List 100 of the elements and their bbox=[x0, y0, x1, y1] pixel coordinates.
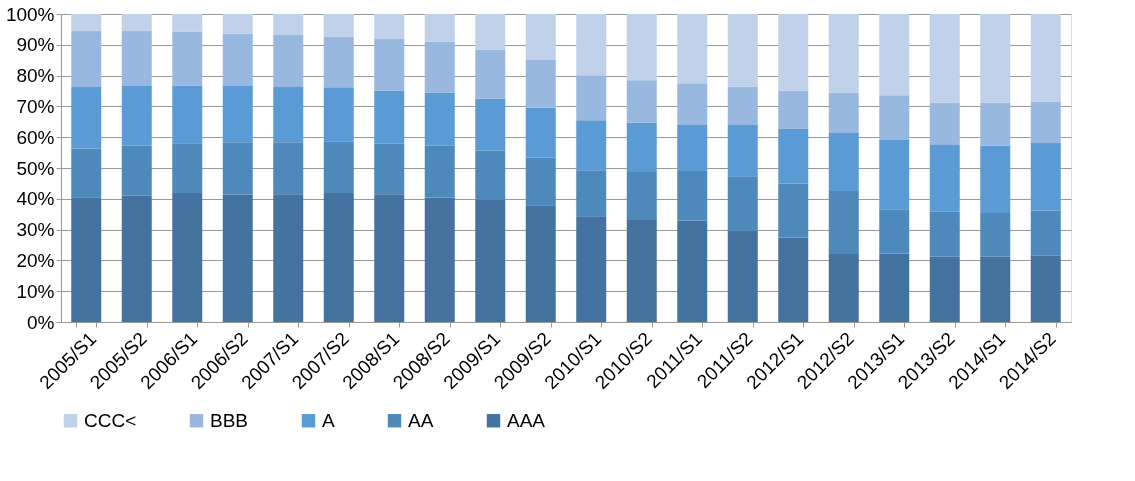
y-tick-label: 70% bbox=[16, 95, 55, 117]
bar bbox=[626, 80, 657, 123]
bar bbox=[576, 75, 607, 121]
bar bbox=[677, 14, 708, 84]
bar bbox=[374, 14, 405, 39]
bar bbox=[929, 14, 960, 103]
bar bbox=[929, 144, 960, 212]
bar bbox=[222, 33, 253, 87]
bar bbox=[273, 14, 304, 35]
bar bbox=[929, 102, 960, 145]
bar bbox=[576, 170, 607, 217]
bar bbox=[424, 41, 455, 93]
bar bbox=[879, 209, 910, 254]
bar bbox=[121, 195, 152, 322]
bar bbox=[222, 194, 253, 322]
bar bbox=[374, 143, 405, 195]
legend-label: AA bbox=[408, 409, 434, 431]
bar bbox=[980, 145, 1011, 213]
bar bbox=[828, 14, 859, 93]
bar bbox=[172, 143, 203, 193]
bar bbox=[879, 14, 910, 96]
bar bbox=[71, 87, 102, 149]
bar bbox=[980, 14, 1011, 103]
bar bbox=[525, 107, 556, 158]
y-tick-label: 50% bbox=[16, 157, 55, 179]
bar bbox=[424, 145, 455, 198]
bar bbox=[71, 14, 102, 31]
legend-label: BBB bbox=[210, 409, 249, 431]
bar bbox=[778, 128, 809, 184]
bar bbox=[424, 92, 455, 146]
bar bbox=[828, 191, 859, 254]
bar bbox=[323, 192, 354, 322]
bar bbox=[172, 31, 203, 86]
bar bbox=[626, 172, 657, 221]
bar bbox=[121, 30, 152, 87]
y-tick-label: 100% bbox=[5, 3, 55, 25]
bar bbox=[677, 83, 708, 125]
bar bbox=[172, 192, 203, 322]
bar bbox=[525, 157, 556, 206]
bar bbox=[727, 86, 758, 125]
bar bbox=[222, 14, 253, 34]
bar bbox=[677, 171, 708, 221]
bar bbox=[980, 102, 1011, 146]
bar bbox=[727, 176, 758, 231]
bar bbox=[677, 220, 708, 322]
bar bbox=[71, 197, 102, 322]
bar bbox=[778, 183, 809, 238]
bar bbox=[222, 86, 253, 143]
y-tick-label: 0% bbox=[27, 311, 55, 333]
bar bbox=[980, 256, 1011, 322]
bar bbox=[727, 230, 758, 322]
bar bbox=[475, 200, 506, 322]
bar bbox=[323, 87, 354, 142]
bar bbox=[1030, 210, 1061, 256]
bar bbox=[475, 150, 506, 201]
legend-label: AAA bbox=[507, 409, 546, 431]
bar bbox=[172, 14, 203, 32]
bar bbox=[879, 253, 910, 322]
bar bbox=[273, 87, 304, 143]
bar bbox=[727, 14, 758, 87]
bar bbox=[980, 212, 1011, 257]
y-tick-label: 20% bbox=[16, 249, 55, 271]
y-tick-label: 60% bbox=[16, 126, 55, 148]
bar bbox=[1030, 14, 1061, 102]
bar bbox=[121, 145, 152, 196]
bar bbox=[828, 253, 859, 322]
legend-label: CCC< bbox=[84, 409, 137, 431]
bar bbox=[929, 211, 960, 257]
bar bbox=[424, 14, 455, 42]
y-tick-label: 30% bbox=[16, 219, 55, 241]
bar bbox=[374, 194, 405, 322]
bar bbox=[71, 148, 102, 198]
bar bbox=[677, 124, 708, 172]
bar bbox=[626, 122, 657, 172]
bar bbox=[374, 38, 405, 91]
bar bbox=[1030, 101, 1061, 144]
bar bbox=[727, 124, 758, 177]
bar bbox=[323, 14, 354, 37]
bar bbox=[828, 92, 859, 133]
bar bbox=[576, 14, 607, 76]
bar bbox=[879, 139, 910, 210]
bar bbox=[525, 205, 556, 322]
bar bbox=[121, 86, 152, 146]
bar bbox=[475, 98, 506, 151]
bar bbox=[626, 14, 657, 81]
bar bbox=[323, 141, 354, 193]
y-tick-label: 90% bbox=[16, 34, 55, 56]
bar bbox=[828, 132, 859, 192]
bar bbox=[475, 49, 506, 99]
bar bbox=[576, 120, 607, 171]
bar bbox=[172, 85, 203, 144]
legend-label: A bbox=[322, 409, 335, 431]
bar bbox=[71, 30, 102, 87]
bar bbox=[121, 14, 152, 31]
bar bbox=[374, 90, 405, 144]
bar bbox=[222, 142, 253, 195]
bar bbox=[879, 95, 910, 140]
bar bbox=[778, 14, 809, 91]
bar bbox=[525, 59, 556, 108]
bar bbox=[424, 197, 455, 322]
